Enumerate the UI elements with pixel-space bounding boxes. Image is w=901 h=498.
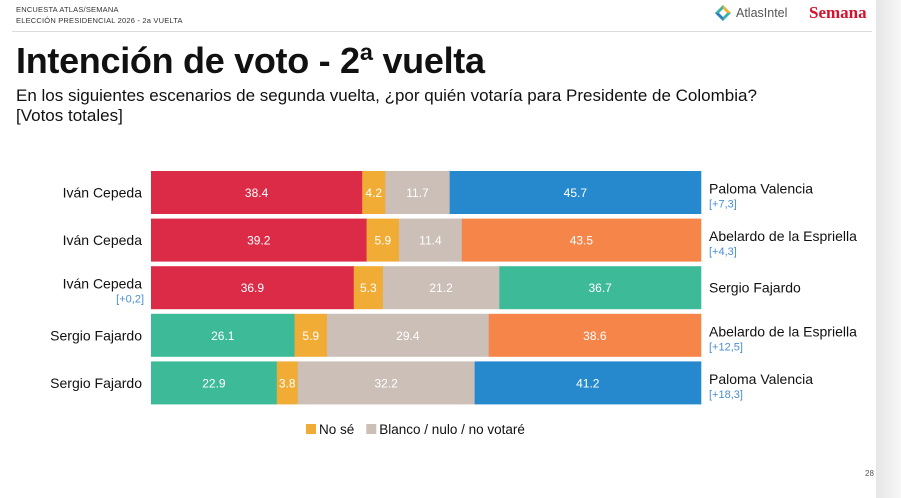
- bar-segment: [382, 266, 500, 310]
- data-label: 4.2: [365, 186, 382, 200]
- legend-label: No sé: [319, 422, 354, 437]
- bar-segment: [353, 266, 384, 310]
- right-margin-note: [+12,5]: [709, 341, 743, 353]
- data-label: 43.5: [570, 234, 594, 248]
- atlasintel-diamond-icon: [715, 5, 731, 21]
- data-label: 36.7: [588, 281, 612, 295]
- data-label: 5.9: [374, 234, 391, 248]
- data-label: 38.4: [245, 186, 269, 200]
- bar-segment: [399, 218, 463, 262]
- bar-segment: [488, 313, 702, 357]
- bar-segment: [151, 313, 295, 357]
- data-label: 26.1: [211, 329, 235, 343]
- right-margin-note: [+18,3]: [709, 389, 743, 401]
- window-edge: [876, 0, 901, 498]
- right-margin-note: [+7,3]: [709, 199, 737, 211]
- left-candidate-label: Sergio Fajardo: [50, 327, 142, 343]
- bar-segment: [385, 171, 450, 214]
- header-divider: [12, 31, 872, 32]
- page-number: 28: [865, 469, 874, 478]
- right-margin-note: [+4,3]: [709, 246, 737, 258]
- data-label: 21.2: [429, 281, 453, 295]
- bar-segment: [297, 361, 475, 405]
- stacked-bar-chart: 38.4 4.2 11.7 45.7 Iván Cepeda Paloma Valenci…: [50, 171, 857, 437]
- bar-segment: [461, 218, 702, 262]
- bar-segment: [151, 361, 278, 405]
- legend-swatch: [306, 424, 316, 434]
- data-label: 5.3: [360, 281, 377, 295]
- left-candidate-label: Iván Cepeda: [63, 185, 143, 201]
- bar-segment: [327, 313, 489, 357]
- data-label: 5.9: [302, 329, 319, 343]
- right-candidate-label: Abelardo de la Espriella: [709, 323, 857, 339]
- bar-segment: [366, 218, 400, 262]
- page-title: Intención de voto - 2ª vuelta: [16, 40, 485, 81]
- slide: ENCUESTA ATLAS/SEMANA ELECCIÓN PRESIDENC…: [0, 0, 876, 498]
- right-candidate-label: Paloma Valencia: [709, 181, 813, 197]
- bar-segment: [151, 171, 363, 214]
- semana-logo: Semana: [809, 3, 867, 22]
- atlasintel-logo: AtlasIntel: [714, 4, 787, 22]
- data-label: 22.9: [202, 376, 226, 390]
- survey-subtitle: ELECCIÓN PRESIDENCIAL 2026 - 2a VUELTA: [16, 16, 183, 25]
- data-label: 41.2: [576, 376, 600, 390]
- left-candidate-label: Sergio Fajardo: [50, 375, 142, 391]
- data-label: 11.4: [419, 234, 442, 248]
- left-margin-note: [+0,2]: [116, 294, 144, 306]
- page-subtitle: En los siguientes escenarios de segunda …: [16, 86, 866, 126]
- legend-label: Blanco / nulo / no votaré: [379, 422, 525, 437]
- bar-segment: [499, 266, 702, 310]
- data-label: 11.7: [406, 186, 429, 200]
- data-label: 36.9: [241, 281, 265, 295]
- data-label: 3.8: [279, 376, 296, 390]
- votes-note: [Votos totales]: [16, 106, 123, 125]
- right-candidate-label: Paloma Valencia: [709, 371, 813, 387]
- bar-segment: [362, 171, 386, 214]
- bar-segment: [449, 171, 702, 214]
- data-label: 39.2: [247, 234, 271, 248]
- bar-segment: [276, 361, 299, 405]
- right-candidate-label: Sergio Fajardo: [709, 280, 801, 296]
- data-label: 32.2: [374, 376, 398, 390]
- legend-swatch: [366, 424, 377, 434]
- bar-segment: [151, 218, 367, 262]
- survey-name: ENCUESTA ATLAS/SEMANA: [16, 5, 119, 14]
- data-label: 29.4: [396, 329, 420, 343]
- atlasintel-logo-text: AtlasIntel: [736, 6, 788, 20]
- question-text: En los siguientes escenarios de segunda …: [16, 86, 757, 105]
- left-candidate-label: Iván Cepeda: [63, 232, 143, 248]
- bar-segment: [294, 313, 328, 357]
- right-candidate-label: Abelardo de la Espriella: [709, 228, 857, 244]
- left-candidate-label: Iván Cepeda: [63, 276, 143, 292]
- bar-segment: [151, 266, 355, 310]
- data-label: 38.6: [583, 329, 607, 343]
- bar-segment: [474, 361, 702, 405]
- data-label: 45.7: [564, 186, 588, 200]
